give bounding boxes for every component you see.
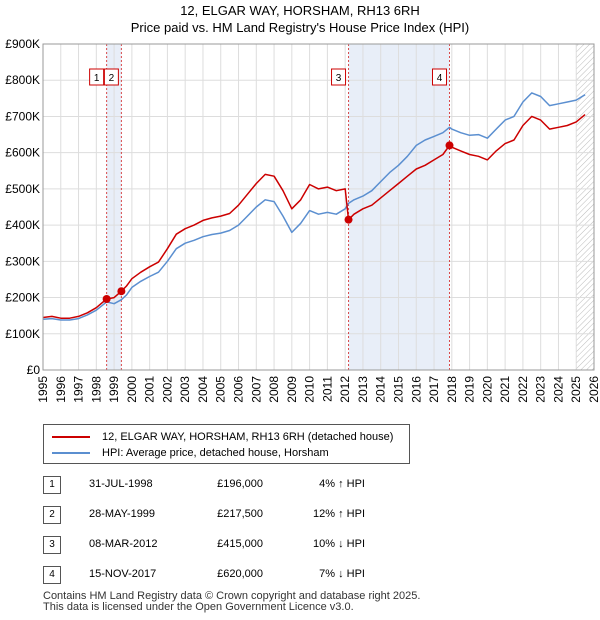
y-tick-label: £600K: [5, 146, 40, 160]
y-tick-label: £800K: [5, 73, 40, 87]
legend-swatch-property: [52, 436, 90, 438]
transaction-label: 1: [94, 73, 100, 84]
x-tick-label: 2000: [125, 376, 139, 403]
x-tick-label: 2024: [551, 376, 565, 403]
plot-area: [43, 44, 594, 370]
txn-price: £196,000: [217, 478, 263, 490]
legend-item-property: 12, ELGAR WAY, HORSHAM, RH13 6RH (detach…: [52, 429, 393, 445]
table-row: 2 28-MAY-1999 £217,500 12% ↑ HPI: [43, 506, 373, 526]
x-tick-label: 2018: [445, 376, 459, 403]
x-tick-label: 2004: [196, 376, 210, 403]
txn-price: £415,000: [217, 538, 263, 550]
transaction-point: [344, 215, 353, 224]
txn-price: £620,000: [217, 568, 263, 580]
txn-hpi-diff: 4% ↑ HPI: [319, 478, 365, 490]
y-tick-label: £500K: [5, 182, 40, 196]
x-tick-label: 1998: [89, 376, 103, 403]
transaction-label-box: [89, 68, 105, 86]
y-tick-label: £0: [27, 363, 41, 377]
x-tick-label: 1996: [54, 376, 68, 403]
x-tick-label: 2008: [267, 376, 281, 403]
x-tick-label: 2016: [409, 376, 423, 403]
txn-date: 08-MAR-2012: [89, 538, 158, 550]
transaction-point: [102, 295, 111, 304]
x-tick-label: 2006: [232, 376, 246, 403]
price-chart: 12, ELGAR WAY, HORSHAM, RH13 6RH Price p…: [5, 3, 600, 403]
txn-hpi-diff: 12% ↑ HPI: [313, 508, 365, 520]
legend-label-hpi: HPI: Average price, detached house, Hors…: [102, 447, 329, 459]
series-line-hpi: [42, 92, 586, 321]
table-row: 1 31-JUL-1998 £196,000 4% ↑ HPI: [43, 476, 373, 496]
transaction-label-box: [103, 68, 119, 86]
x-tick-label: 2019: [463, 376, 477, 403]
x-tick-label: 2014: [374, 376, 388, 403]
legend-label-property: 12, ELGAR WAY, HORSHAM, RH13 6RH (detach…: [102, 431, 394, 443]
txn-date: 31-JUL-1998: [89, 478, 153, 490]
y-tick-label: £100K: [5, 327, 40, 341]
legend: 12, ELGAR WAY, HORSHAM, RH13 6RH (detach…: [43, 424, 410, 464]
x-tick-label: 2007: [249, 376, 263, 403]
transaction-label: 4: [437, 73, 443, 84]
x-tick-label: 2025: [569, 376, 583, 403]
transaction-label: 3: [336, 73, 342, 84]
footer-licence: This data is licensed under the Open Gov…: [43, 601, 354, 613]
plot-frame: [42, 43, 595, 371]
x-tick-label: 2013: [356, 376, 370, 403]
y-tick-label: £200K: [5, 291, 40, 305]
transaction-label-box: [331, 68, 347, 86]
x-tick-label: 2012: [338, 376, 352, 403]
txn-date: 15-NOV-2017: [89, 568, 157, 580]
transaction-label: 2: [109, 73, 115, 84]
txn-price: £217,500: [217, 508, 263, 520]
y-tick-label: £300K: [5, 254, 40, 268]
y-tick-label: £700K: [5, 109, 40, 123]
x-tick-label: 2023: [534, 376, 548, 403]
forecast-hatch: [576, 44, 594, 370]
legend-swatch-hpi: [52, 452, 90, 454]
x-tick-label: 2026: [587, 376, 600, 403]
x-tick-label: 2020: [480, 376, 494, 403]
x-tick-label: 1995: [36, 376, 50, 403]
txn-hpi-diff: 7% ↓ HPI: [319, 568, 365, 580]
x-tick-label: 2002: [160, 376, 174, 403]
x-tick-label: 2017: [427, 376, 441, 403]
txn-date: 28-MAY-1999: [89, 508, 156, 520]
y-tick-label: £400K: [5, 218, 40, 232]
table-row: 3 08-MAR-2012 £415,000 10% ↓ HPI: [43, 536, 373, 556]
transaction-point: [445, 141, 454, 150]
x-tick-label: 2011: [320, 376, 334, 402]
x-tick-label: 1999: [107, 376, 121, 403]
chart-subtitle: Price paid vs. HM Land Registry's House …: [131, 20, 469, 35]
transaction-point: [117, 287, 126, 296]
txn-number: 1: [43, 476, 61, 494]
transaction-label-box: [431, 68, 447, 86]
legend-item-hpi: HPI: Average price, detached house, Hors…: [52, 445, 329, 461]
x-tick-label: 2015: [391, 376, 405, 403]
x-tick-label: 2003: [178, 376, 192, 403]
txn-number: 2: [43, 506, 61, 524]
x-tick-label: 2005: [214, 376, 228, 403]
txn-number: 3: [43, 536, 61, 554]
x-tick-label: 1997: [72, 376, 86, 403]
chart-title: 12, ELGAR WAY, HORSHAM, RH13 6RH: [180, 3, 420, 18]
footer: Contains HM Land Registry data © Crown c…: [43, 591, 420, 613]
footer-copyright: Contains HM Land Registry data © Crown c…: [43, 590, 421, 602]
txn-number: 4: [43, 566, 61, 584]
table-row: 4 15-NOV-2017 £620,000 7% ↓ HPI: [43, 566, 373, 586]
x-tick-label: 2001: [143, 376, 157, 403]
txn-hpi-diff: 10% ↓ HPI: [313, 538, 365, 550]
series-line-property: [42, 114, 586, 319]
x-tick-label: 2010: [303, 376, 317, 403]
x-tick-label: 2022: [516, 376, 530, 403]
y-tick-label: £900K: [5, 37, 40, 51]
x-tick-label: 2009: [285, 376, 299, 403]
x-tick-label: 2021: [498, 376, 512, 403]
